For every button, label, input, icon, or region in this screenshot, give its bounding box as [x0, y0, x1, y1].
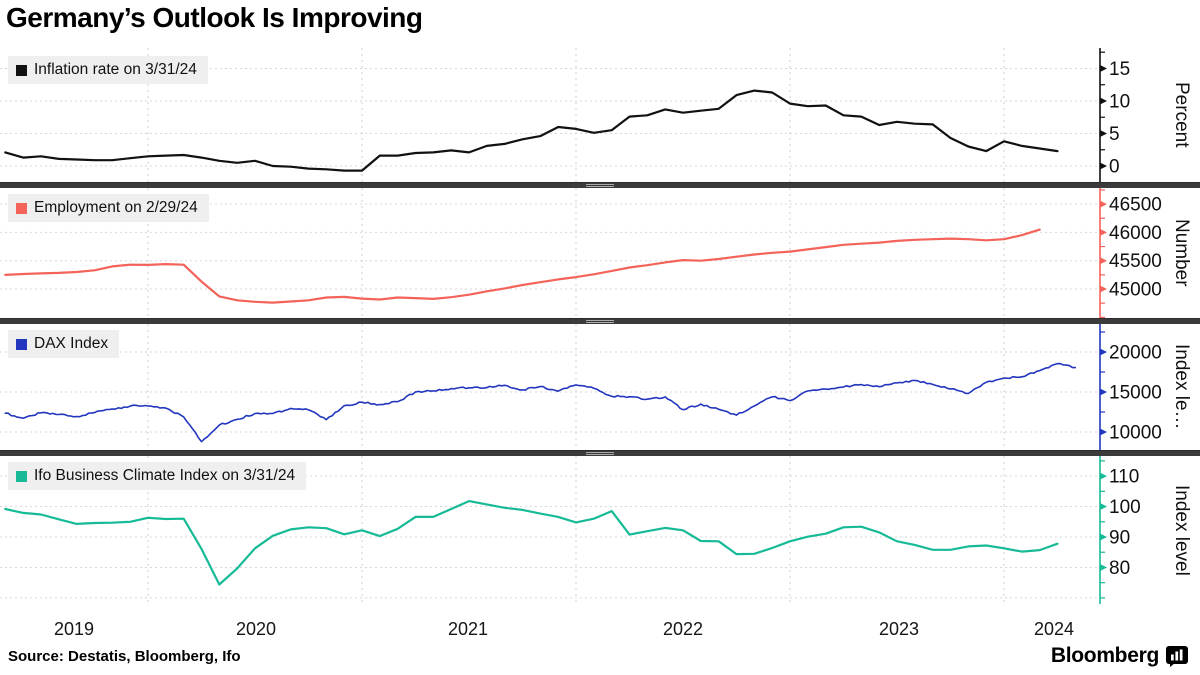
panel-ifo: 80 90 100 110: [0, 456, 1141, 604]
separator-grip[interactable]: [586, 183, 614, 188]
y-tick-label: 10: [1109, 91, 1130, 112]
legend-ifo: Ifo Business Climate Index on 3/31/24: [8, 462, 307, 490]
y-axis-title-number: Number: [1171, 219, 1192, 287]
y-tick-label: 100: [1109, 497, 1141, 518]
x-tick-label-2024: 2024: [1033, 619, 1075, 639]
y-tick-label: 90: [1109, 528, 1130, 549]
y-tick-label: 0: [1109, 157, 1120, 178]
page-title: Germany’s Outlook Is Improving: [6, 2, 423, 33]
y-major-tick: [1100, 64, 1107, 72]
panel-employment: 45000 45500 46000 46500: [0, 188, 1162, 318]
y-major-tick: [1100, 228, 1107, 236]
y-axis-title-percent: Percent: [1171, 82, 1192, 148]
dax-line: [4, 362, 1077, 443]
y-major-tick: [1100, 428, 1107, 436]
x-tick-label-2021: 2021: [447, 619, 489, 639]
x-tick-label-2019: 2019: [53, 619, 95, 639]
panel-dax: 10000 15000 20000: [0, 324, 1162, 450]
x-tick-label-2023: 2023: [878, 619, 920, 639]
legend-dax: DAX Index: [8, 330, 120, 358]
panel-resize-separator-1[interactable]: [0, 182, 1200, 188]
bloomberg-bars-icon: [1166, 645, 1188, 667]
legend-inflation: Inflation rate on 3/31/24: [8, 56, 208, 84]
employment-line: [4, 228, 1041, 304]
y-major-tick: [1100, 472, 1107, 480]
x-tick-label-2020: 2020: [235, 619, 277, 639]
y-major-tick: [1100, 129, 1107, 137]
y-tick-label: 15: [1109, 59, 1130, 80]
y-axis-title-index-level: Index level: [1171, 484, 1192, 576]
y-tick-label: 46000: [1109, 223, 1162, 244]
panel-resize-separator-3[interactable]: [0, 450, 1200, 456]
y-major-tick: [1100, 348, 1107, 356]
legend-label: Employment on 2/29/24: [34, 199, 198, 216]
panel-resize-separator-2[interactable]: [0, 318, 1200, 324]
separator-grip[interactable]: [586, 319, 614, 324]
y-tick-label: 45000: [1109, 280, 1162, 301]
y-tick-label: 15000: [1109, 383, 1162, 404]
legend-employment: Employment on 2/29/24: [8, 194, 209, 222]
bloomberg-wordmark: Bloomberg: [1050, 644, 1159, 667]
dax-legend-swatch: [16, 338, 27, 350]
legend-label: DAX Index: [34, 335, 109, 352]
x-tick-label-2022: 2022: [662, 619, 704, 639]
y-major-tick: [1100, 162, 1107, 170]
ifo-line: [4, 500, 1059, 586]
inflation-line: [4, 89, 1059, 172]
panel-inflation: 0 5 10 15: [0, 48, 1130, 182]
separator-grip[interactable]: [586, 451, 614, 456]
source-credit: Source: Destatis, Bloomberg, Ifo: [8, 648, 241, 665]
y-major-tick: [1100, 285, 1107, 293]
y-tick-label: 110: [1109, 467, 1139, 488]
y-major-tick: [1100, 257, 1107, 265]
y-axis-title-index-level-truncated: Index le…: [1171, 344, 1192, 430]
y-tick-label: 46500: [1109, 195, 1162, 216]
y-tick-label: 80: [1109, 558, 1130, 579]
bloomberg-logo: Bloomberg: [1051, 644, 1188, 668]
y-tick-label: 10000: [1109, 423, 1162, 444]
y-major-tick: [1100, 563, 1107, 571]
y-major-tick: [1100, 97, 1107, 105]
y-major-tick: [1100, 388, 1107, 396]
employment-legend-swatch: [16, 202, 27, 214]
inflation-legend-swatch: [16, 64, 27, 76]
legend-label: Ifo Business Climate Index on 3/31/24: [34, 467, 296, 484]
y-tick-label: 5: [1109, 124, 1120, 145]
ifo-legend-swatch: [16, 470, 27, 482]
y-major-tick: [1100, 503, 1107, 511]
legend-label: Inflation rate on 3/31/24: [34, 61, 197, 78]
y-tick-label: 20000: [1109, 343, 1162, 364]
y-major-tick: [1100, 533, 1107, 541]
y-major-tick: [1100, 200, 1107, 208]
y-tick-label: 45500: [1109, 251, 1162, 272]
